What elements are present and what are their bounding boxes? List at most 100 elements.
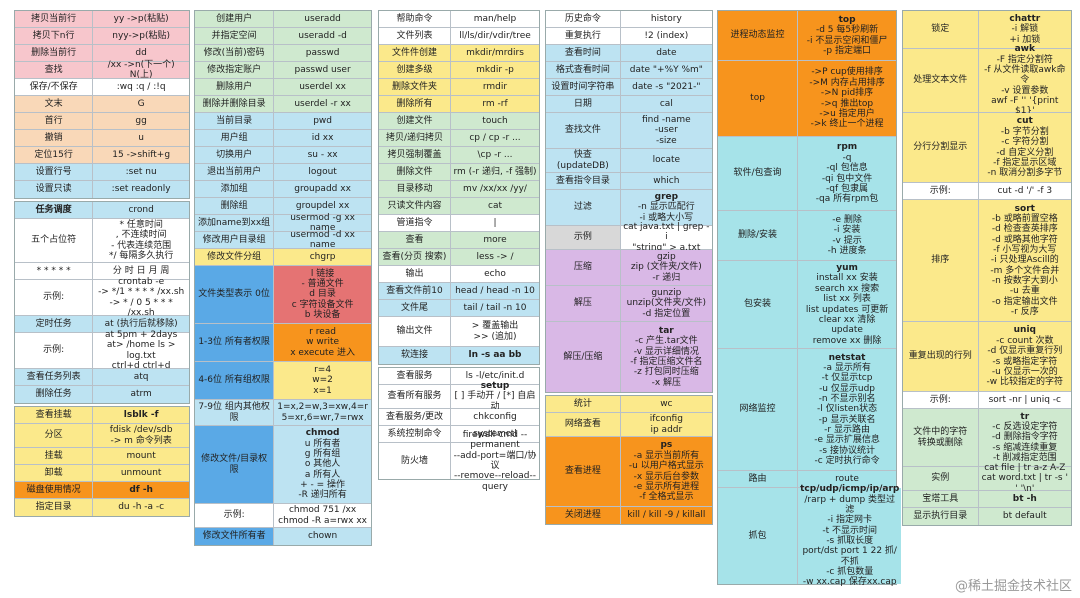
command-value-line: -t 不显示时间 xyxy=(822,525,878,536)
command-value-line: -e 显示所有进程 xyxy=(633,481,700,492)
command-value-line: -i 解锁 xyxy=(1011,24,1039,35)
command-value: userdel xx xyxy=(274,79,371,95)
command-row: 设置行号:set nu xyxy=(15,164,189,181)
command-label: 管道指令 xyxy=(379,215,451,231)
command-value-line: -r 显示路由 xyxy=(824,425,870,436)
command-row: 删除用户 userdel xx xyxy=(195,79,371,96)
command-value-line: lsblk -f xyxy=(123,409,159,420)
command-row: 退出当前用户 logout xyxy=(195,164,371,181)
command-value: cut -b 字节分割 -c 字符分割 -d 自定义分割 -f 指定显示区域 -n 取消分… xyxy=(978,113,1071,182)
command-row: 目录移动 mv /xx/xx /yy/ xyxy=(379,181,539,198)
command-value-line: tcp/udp/icmp/ip/arp xyxy=(800,484,900,495)
command-value: l 链接 - 普通文件 d 目录 c 字符设备文件 b 块设备 xyxy=(274,266,371,323)
command-label: 文件件创建 xyxy=(379,45,451,61)
command-value-line: -i 或略大小写 xyxy=(639,212,694,223)
command-label: 查看所有服务 xyxy=(379,385,451,408)
command-label: 文件类型表示 0位 xyxy=(195,266,275,323)
command-value-line: -m 多个文件合并 xyxy=(990,265,1060,276)
command-value: tail / tail -n 10 xyxy=(451,300,539,316)
command-label: 当前目录 xyxy=(195,113,275,129)
command-value-line: -i 指定网卡 xyxy=(827,515,873,526)
command-label: 设置只读 xyxy=(15,181,94,198)
command-row: 修改指定账户 passwd user xyxy=(195,62,371,79)
command-value: -e 删除 -i 安装 -v 提示 -h 进度条 xyxy=(798,211,896,260)
command-row: 锁定 chattr -i 解锁 +i 加锁 xyxy=(903,11,1071,49)
command-value: pwd xyxy=(274,113,371,129)
command-label: 用户组 xyxy=(195,130,275,146)
command-row: 示例: at 5pm + 2days at> /home ls > log.txt… xyxy=(15,330,189,371)
command-label: top xyxy=(718,61,799,136)
command-value: id xx xyxy=(274,130,371,146)
command-value: chown xyxy=(274,528,371,545)
command-value-line: list xx 列表 xyxy=(823,294,871,305)
command-label: 删除当前行 xyxy=(15,45,94,61)
command-value: logout xyxy=(274,164,371,180)
command-value: date "+%Y %m" xyxy=(620,62,712,78)
command-row: 重复执行 !2 (index) xyxy=(546,28,712,45)
command-label: 删除任务 xyxy=(15,386,94,403)
command-row: 挂载 mount xyxy=(15,448,189,465)
command-value: useradd xyxy=(274,11,371,27)
command-row: 查看文件前10 head / head -n 10 xyxy=(379,283,539,300)
command-value-line: tar xyxy=(658,325,674,336)
command-label: 删除/安装 xyxy=(718,211,799,260)
command-value-line: -f 从文件读取awk命令 xyxy=(984,64,1066,86)
command-label: 7-9位 组内其他权限 xyxy=(195,400,275,425)
command-row: 显示执行目录 bt default xyxy=(903,508,1071,525)
command-value-line: -s 或略指定字符 xyxy=(992,356,1058,367)
command-row: 网络监控 netstat -a 显示所有 -t 仅显示tcp -u 仅显示udp -n 不… xyxy=(718,349,896,471)
command-label: 格式查看时间 xyxy=(546,62,621,78)
command-label: 输出文件 xyxy=(379,317,451,346)
command-value-line: [ ] 手动开 / [*] 自启动 xyxy=(454,391,536,412)
command-row: 并指定空间 useradd -d xyxy=(195,28,371,45)
command-label: 防火墙 xyxy=(379,443,451,479)
command-label: 示例: xyxy=(903,392,979,408)
command-row: 4-6位 所有组权限 r=4 w=2 x=1 xyxy=(195,362,371,400)
command-value-line: -f 小写视为大写 xyxy=(993,244,1057,255)
command-value-line: -s 缩减连续重复 xyxy=(992,442,1058,453)
command-value: rm -rf xyxy=(451,96,539,112)
command-label: 修改用户目录组 xyxy=(195,232,275,248)
command-value: route xyxy=(798,471,896,487)
command-label: 示例: xyxy=(15,280,94,315)
command-row: 查看指令目录 which xyxy=(546,173,712,190)
command-label: 排序 xyxy=(903,200,979,321)
command-value: bt default xyxy=(978,508,1071,525)
command-value-line: rpm xyxy=(836,142,858,153)
command-value: awk -F 指定分割符 -f 从文件读取awk命令 -v 设置参数 awf -F ''… xyxy=(978,44,1071,116)
command-value: ln -s aa bb xyxy=(451,347,539,364)
command-label: * * * * * xyxy=(15,263,94,279)
command-value-line: -c 产生.tar文件 xyxy=(635,336,698,347)
command-label: 设置行号 xyxy=(15,164,94,180)
command-value-line: install xx 安装 xyxy=(816,273,878,284)
command-label: 任务调度 xyxy=(15,202,94,218)
command-label: 解压/压缩 xyxy=(546,322,621,392)
command-value: groupdel xx xyxy=(274,198,371,214)
command-label: 修改指定账户 xyxy=(195,62,275,78)
command-row: 查看进程 ps -a 显示当前所有 -u 以用户格式显示 -x 显示后台参数 -e 显示所… xyxy=(546,437,712,507)
command-value: atq xyxy=(93,369,189,385)
column-vim-cron-disk: 拷贝当前行 yy ->p(粘贴) 拷贝下n行 nyy->p(粘贴) 删除当前行 dd 查找 /… xyxy=(14,10,190,517)
command-label: 拷贝/递归拷贝 xyxy=(379,130,451,146)
command-value: :set nu xyxy=(93,164,189,180)
command-label: 处理文本文件 xyxy=(903,49,979,112)
command-row: 保存/不保存:wq :q / :!q xyxy=(15,79,189,96)
command-row: 分区 fdisk /dev/sdb -> m 命令列表 xyxy=(15,424,189,448)
command-row: 定时任务 at (执行后就移除) xyxy=(15,316,189,333)
command-value: head / head -n 10 xyxy=(451,283,539,299)
command-value: date xyxy=(620,45,712,61)
command-value: rmdir xyxy=(451,79,539,95)
command-label: 关闭进程 xyxy=(546,507,621,524)
command-label: 软件/包查询 xyxy=(718,137,799,210)
command-value-line: netstat xyxy=(828,352,866,363)
command-label: 分区 xyxy=(15,424,94,447)
command-value-line: update xyxy=(831,325,863,336)
command-row: 实例 cat file | tr a-z A-Z cat word.txt | t… xyxy=(903,463,1071,494)
command-label: 查看任务列表 xyxy=(15,369,94,385)
command-value: 分 时 日 月 周 xyxy=(93,263,189,279)
command-value-line: -i 不显示空闲和僵尸 xyxy=(806,35,888,46)
command-label: 软连接 xyxy=(379,347,451,364)
command-row: 删除组 groupdel xx xyxy=(195,198,371,215)
command-row: 查看(分页 搜索) less -> / xyxy=(379,249,539,266)
command-value-line: uniq xyxy=(1013,325,1036,336)
